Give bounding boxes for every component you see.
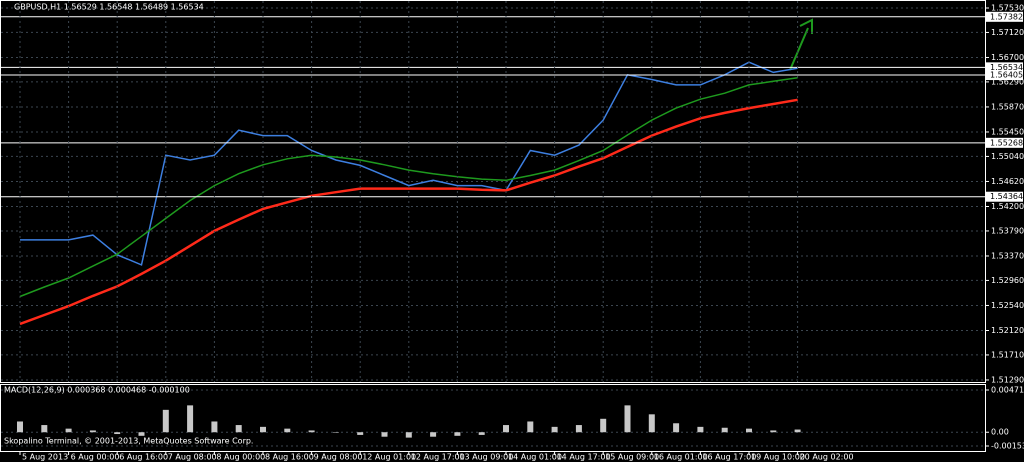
x-tick-label: 8 Aug 00:00 [216,453,265,462]
y-tick-label: 1.56700 [991,53,1024,62]
y-tick-label: 0.004716 [991,385,1024,394]
y-tick-label: 0.00 [991,428,1009,437]
histogram-bar [284,428,291,433]
y-tick-label: -0.001538 [991,442,1024,451]
histogram-bar [478,432,485,435]
y-tick-label: 1.52120 [991,326,1024,335]
histogram-bar [308,430,315,433]
x-tick-label: 15 Aug 09:00 [605,453,659,462]
histogram-bar [648,414,655,433]
histogram-bar [138,432,145,436]
y-tick-label: 1.56290 [991,77,1024,86]
histogram-bar [260,426,266,433]
histogram-bar [527,421,534,433]
x-tick-label: 12 Aug 01:00 [362,453,416,462]
histogram-bar [89,430,96,433]
x-tick-label: 20 Aug 02:00 [800,453,854,462]
histogram-bar [235,425,242,433]
y-tick-label: 1.54620 [991,177,1024,186]
x-tick-label: 19 Aug 10:00 [751,453,805,462]
y-tick-label: 1.51290 [991,375,1024,384]
price-line [19,76,798,298]
price-tag-label: 1.56405 [990,71,1023,80]
histogram-bar [332,432,339,433]
x-tick-label: 13 Aug 09:00 [459,453,513,462]
y-tick-label: 1.52960 [991,276,1024,285]
x-tick-label: 6 Aug 16:00 [119,453,168,462]
arrow [789,18,813,71]
x-tick-label: 8 Aug 16:00 [265,453,314,462]
x-tick-label: 14 Aug 01:00 [508,453,562,462]
histogram-bar [770,430,777,433]
y-tick-label: 1.51710 [991,350,1024,359]
y-tick-label: 1.55870 [991,102,1024,111]
x-tick-label: 6 Aug 00:00 [71,453,120,462]
histogram-bar [162,409,169,433]
histogram-bar [746,428,752,433]
histogram-bar [624,405,631,433]
x-tick-label: 7 Aug 08:00 [168,453,217,462]
histogram-bar [41,425,48,433]
x-tick-label: 16 Aug 17:00 [702,453,756,462]
chart-title: GBPUSD,H1 1.56529 1.56548 1.56489 1.5653… [14,3,204,12]
histogram-bar [673,423,680,433]
price-tag [986,70,1023,81]
price-tag-label: 1.55268 [990,138,1023,147]
footer: Skopalino Terminal, © 2001-2013, MetaQuo… [4,437,253,446]
histogram-bar [721,427,728,433]
price-tag-label: 1.54364 [990,192,1023,201]
macd-pane [0,384,986,452]
price-tag [986,191,1023,202]
histogram-bar [357,432,364,435]
y-tick-label: 1.53370 [991,251,1024,260]
y-tick-label: 1.57120 [991,28,1024,37]
x-tick-label: 5 Aug 2013 [22,453,68,462]
histogram-bar [454,432,461,436]
y-tick-label: 1.57530 [991,3,1024,12]
price-tag [986,62,1023,73]
histogram-bar [551,426,558,433]
x-tick-label: 9 Aug 08:00 [314,453,363,462]
histogram-bar [600,418,607,433]
histogram-bar [211,421,218,433]
histogram-bar [381,432,388,437]
histogram-bar [187,405,194,433]
y-tick-label: 1.55450 [991,127,1024,136]
price-tag-label: 1.57382 [990,12,1023,21]
histogram-bar [430,432,437,437]
price-tag [986,137,1023,148]
price-line [19,98,798,326]
y-tick-label: 1.54200 [991,202,1024,211]
macd-title: MACD(12,26,9) 0.000368 0.000468 -0.00010… [4,386,190,395]
x-tick-label: 16 Aug 01:00 [654,453,708,462]
histogram-bar [114,432,121,435]
main-pane [0,0,986,383]
price-tag-label: 1.56534 [990,63,1023,72]
histogram-bar [503,425,509,433]
y-tick-label: 1.52540 [991,301,1024,310]
histogram-bar [697,426,704,433]
histogram-bar [405,432,412,438]
histogram-bar [794,429,801,433]
histogram-bar [17,421,23,433]
price-tag [986,11,1023,22]
y-tick-label: 1.55040 [991,152,1024,161]
histogram-bar [65,428,72,433]
y-tick-label: 1.53790 [991,226,1024,235]
x-tick-label: 12 Aug 17:00 [411,453,465,462]
price-line [20,61,798,266]
x-tick-label: 14 Aug 17:00 [557,453,611,462]
histogram-bar [575,425,582,433]
